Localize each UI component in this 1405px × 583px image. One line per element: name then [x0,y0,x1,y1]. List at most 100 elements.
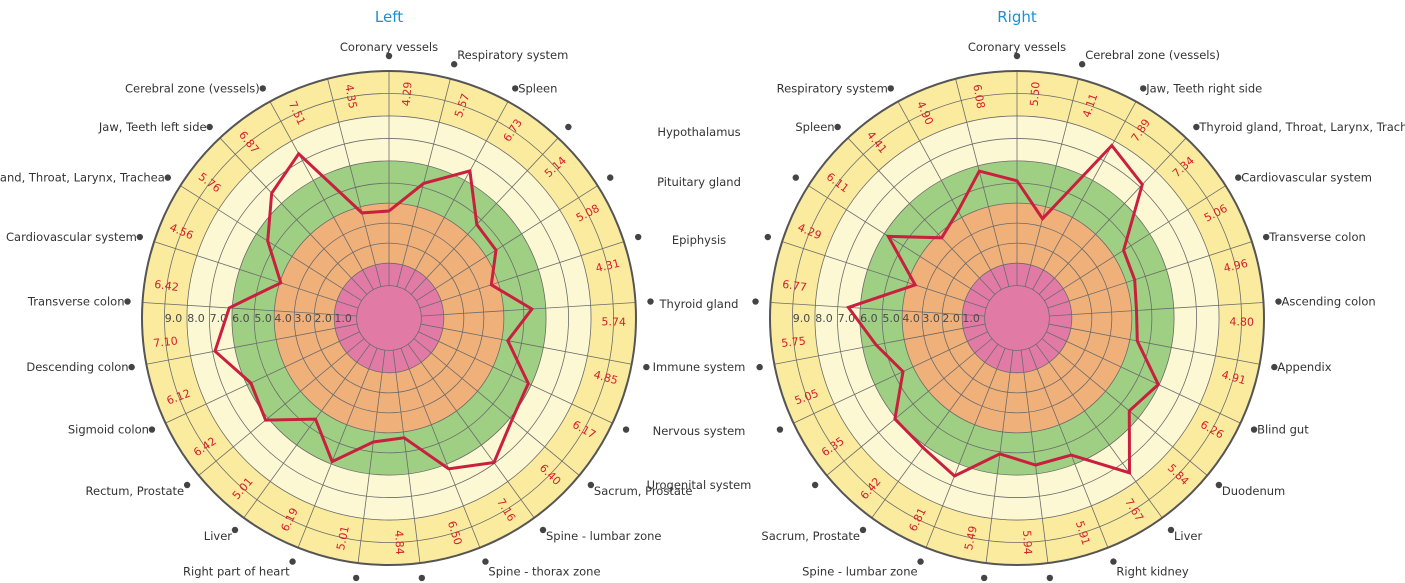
spoke [165,331,360,424]
category-label: Coronary vessels [340,40,438,54]
ring-scale-label: 4.0 [902,312,920,325]
spoke [142,302,357,317]
spoke [413,338,580,476]
category-dot [859,526,867,534]
middle-label: Epiphysis [672,233,726,247]
band-4 [334,263,444,373]
category-dot [1046,574,1054,582]
chart-title: Left [375,8,403,26]
category-label: Liver [1174,529,1202,543]
category-label: Spine - lumbar zone [546,529,661,543]
ring-scale-label: 8.0 [815,312,833,325]
value-label: 5.75 [781,334,807,350]
value-label: 5.01 [334,525,352,552]
category-dot [231,526,239,534]
category-label: Spine - cervical zone [990,581,1109,583]
category-label: Spleen [795,120,834,134]
band-4 [962,263,1072,373]
category-label: Descending colon [26,360,128,374]
spoke [297,347,378,548]
spoke [198,338,365,476]
ring-scale-label: 4.0 [274,312,292,325]
middle-label: Immune system [653,360,746,374]
category-label: Spine - lumbar zone [802,565,917,579]
category-dot [752,298,759,305]
category-dot [512,85,519,92]
category-dot [1271,363,1278,371]
spoke [421,302,636,317]
category-label: Transverse colon [1268,230,1366,244]
spoke [1047,241,1253,309]
value-label: 4.80 [1229,315,1254,328]
spoke [1035,343,1163,519]
category-dot [1167,526,1175,534]
category-label: Jaw, Teeth left side [98,120,207,134]
spoke [1041,338,1208,476]
category-dot [124,298,131,305]
category-dot [148,426,156,433]
category-label: Jaw, Teeth right side [1145,81,1262,95]
category-label: Cerebral zone (vessels) [1085,48,1220,62]
spoke [1028,347,1109,548]
ring-scale-label: 1.0 [962,312,980,325]
outer-border [769,70,1265,566]
category-dot [834,123,841,131]
category-label: Sacrum, Prostate [594,484,693,498]
outer-border [141,70,637,566]
category-dot [887,85,894,92]
ring-scale-label: 1.0 [334,312,352,325]
category-dot [980,574,988,582]
category-dot [385,52,393,60]
category-dot [136,233,144,241]
spoke [1049,302,1264,317]
category-dot [1013,52,1021,60]
spoke [327,78,382,287]
spoke [826,338,993,476]
ring-scale-label: 5.0 [254,312,272,325]
category-dot [1110,558,1117,565]
category-dot [764,233,772,241]
category-dot [539,526,547,534]
category-dot [565,123,572,131]
category-dot [917,558,924,565]
chart-title: Right [997,8,1037,26]
ring-scale-label: 3.0 [294,312,312,325]
middle-label: Nervous system [653,424,746,438]
value-label: 5.49 [962,525,980,552]
category-dot [259,85,266,92]
category-dot [776,426,784,433]
category-dot [1250,426,1258,433]
category-label: Duodenum [1222,484,1285,498]
value-label: 4.31 [594,257,621,275]
ring-scale-label: 2.0 [942,312,960,325]
category-label: Thyroid gland, Throat, Larynx, Trachea [1198,120,1405,134]
category-dot [647,298,654,305]
category-label: Ascending colon [1282,295,1376,309]
value-label: 4.84 [392,530,406,555]
category-label: Respiratory system [777,81,888,95]
value-label: 5.94 [1020,530,1034,555]
category-label: Thyroid gland, Throat, Larynx, Trachea [0,171,165,185]
ring-scale-label: 9.0 [793,312,811,325]
data-series-line [845,143,1161,478]
category-dot [756,363,763,371]
spoke [419,241,625,309]
category-label: Spleen [518,81,557,95]
category-label: Rectum, Prostate [86,484,185,498]
spoke [418,331,613,424]
spoke [1024,78,1079,287]
spoke [955,78,1010,287]
category-dot [811,481,819,489]
spoke [269,101,374,290]
category-dot [482,558,489,565]
category-label: Right kidney [1116,565,1188,579]
value-label: 6.08 [970,83,987,109]
category-dot [1078,61,1086,68]
spoke [219,137,368,295]
spoke [153,241,359,309]
spoke [897,101,1002,290]
spoke [925,347,1006,548]
category-label: Liver [204,529,232,543]
category-label: Right part of heart [183,565,290,579]
spoke [770,302,985,317]
